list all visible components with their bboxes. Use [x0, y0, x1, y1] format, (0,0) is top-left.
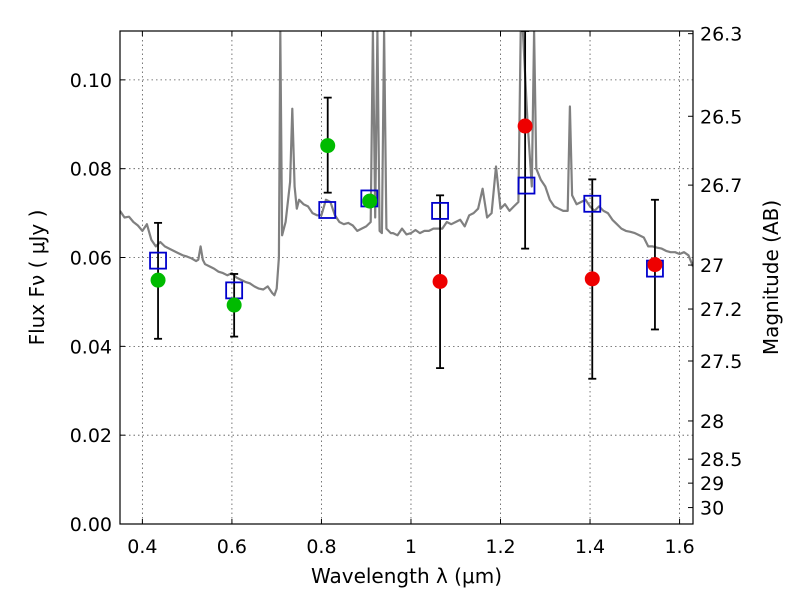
- plot-frame: [119, 30, 694, 525]
- y-tick-label: 0.06: [70, 248, 112, 270]
- y2-axis-title: Magnitude (AB): [759, 200, 783, 355]
- x-tick-label: 1.2: [485, 536, 515, 558]
- y-tick-label: 0.08: [70, 159, 112, 181]
- y2-tick-label: 30: [700, 498, 724, 520]
- marker-layer: [149, 118, 664, 313]
- y-tick-label: 0.04: [70, 336, 112, 358]
- y2-tick-label: 26.5: [700, 106, 742, 128]
- x-tick-label: 0.6: [217, 536, 247, 558]
- measurement-marker: [320, 138, 336, 154]
- y-tick-label: 0.02: [70, 425, 112, 447]
- y2-tick-label: 29: [700, 473, 724, 495]
- y2-tick-label: 27.5: [700, 351, 742, 373]
- model-square-marker: [583, 194, 602, 213]
- x-tick-label: 0.8: [306, 536, 336, 558]
- y2-tick-label: 28: [700, 411, 724, 433]
- measurement-marker: [226, 297, 242, 313]
- model-square-marker: [149, 251, 167, 270]
- model-square-marker: [431, 201, 449, 220]
- x-tick-label: 1.6: [664, 536, 694, 558]
- x-tick-label: 0.4: [127, 536, 157, 558]
- y-tick-label: 0.00: [70, 514, 112, 536]
- model-square-marker: [318, 201, 337, 219]
- errorbar-layer: [154, 31, 659, 380]
- x-tick-label: 1: [405, 536, 417, 558]
- y2-tick-label: 27: [700, 255, 724, 277]
- y2-tick-label: 27.2: [700, 299, 742, 321]
- y2-tick-label: 26.7: [700, 175, 742, 197]
- spectrum-layer: [120, 31, 693, 297]
- y-axis-right: 26.3 26.5 26.7 27 27.2 27.5 28 28.529 30: [688, 24, 742, 520]
- measurement-marker: [432, 273, 448, 289]
- y2-tick-label: 28.5: [700, 449, 742, 471]
- model-square-marker: [517, 176, 536, 195]
- y2-tick-label: 26.3: [700, 24, 742, 46]
- x-axis-title: Wavelength λ (μm): [311, 564, 502, 588]
- grid-lines: [120, 31, 693, 525]
- measurement-marker: [362, 193, 378, 209]
- measurement-marker: [150, 272, 166, 288]
- measurement-marker: [584, 271, 600, 287]
- measurement-marker: [517, 118, 533, 134]
- plot-area: [120, 31, 693, 380]
- y-axis-title: Flux Fν ( μJy ): [25, 210, 49, 346]
- y-axis-left: 0.00 0.02 0.04 0.06 0.08 0.10: [70, 70, 125, 536]
- y-tick-label: 0.10: [70, 70, 112, 92]
- x-tick-label: 1.4: [575, 536, 605, 558]
- spectrum-line: [120, 31, 693, 297]
- x-axis: 0.4 0.6 0.8 1 1.2 1.4 1.6: [127, 31, 695, 558]
- measurement-marker: [647, 257, 663, 273]
